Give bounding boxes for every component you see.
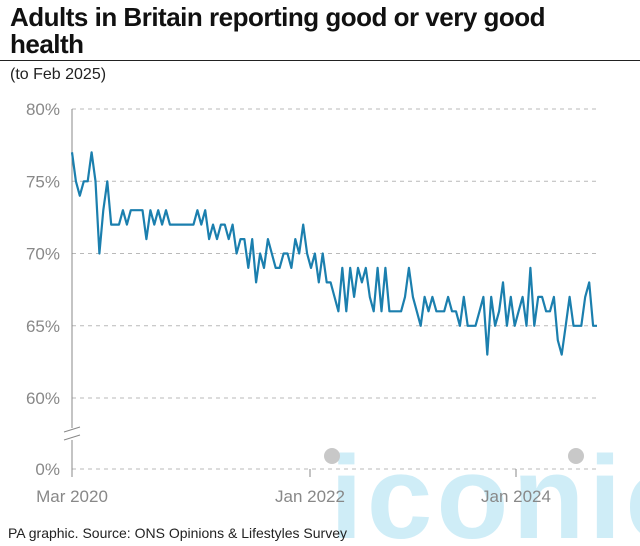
watermark-text: iconic <box>330 432 640 546</box>
y-tick-label: 80% <box>26 100 60 119</box>
title-rule <box>0 60 640 61</box>
y-axis: 80% 75% 70% 65% 60% 0% <box>26 100 81 479</box>
x-tick-label: Jan 2024 <box>481 487 551 506</box>
chart-subtitle: (to Feb 2025) <box>10 66 107 83</box>
grid-lines <box>72 108 598 470</box>
y-tick-label: 65% <box>26 317 60 336</box>
x-axis: Mar 2020 Jan 2022 Jan 2024 <box>36 469 551 506</box>
chart-title: Adults in Britain reporting good or very… <box>10 2 546 59</box>
y-tick-label: 75% <box>26 172 60 191</box>
x-tick-label: Jan 2022 <box>275 487 345 506</box>
y-tick-label: 60% <box>26 389 60 408</box>
x-tick-label: Mar 2020 <box>36 487 108 506</box>
series-layer <box>70 151 597 356</box>
watermark-dot <box>324 448 340 464</box>
source-note: PA graphic. Source: ONS Opinions & Lifes… <box>8 525 348 541</box>
series-line <box>70 151 597 356</box>
watermark-dot <box>568 448 584 464</box>
y-tick-label: 70% <box>26 245 60 264</box>
iconic-watermark: iconic <box>324 432 640 546</box>
axis-break-icon <box>63 426 81 441</box>
y-tick-label: 0% <box>35 460 60 479</box>
